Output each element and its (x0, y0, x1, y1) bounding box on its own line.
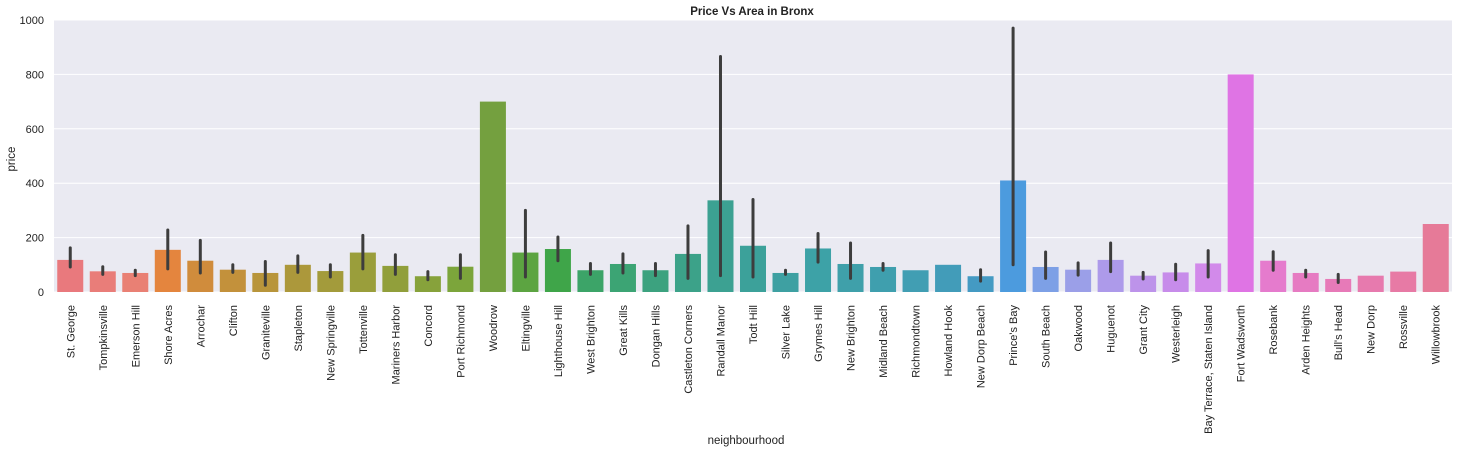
x-tick-label: Willowbrook (1431, 305, 1443, 365)
x-tick-label: Dongan Hills (650, 305, 662, 368)
x-tick-label: Tottenville (358, 305, 370, 354)
x-tick-label: Midland Beach (878, 305, 890, 378)
x-tick-label: Mariners Harbor (390, 305, 402, 385)
bar (1325, 278, 1352, 292)
x-tick-label: Arrochar (195, 305, 207, 348)
chart-title: Price Vs Area in Bronx (690, 6, 814, 18)
x-tick-label: Bull's Head (1333, 305, 1345, 360)
x-tick-label: Lighthouse Hill (553, 305, 565, 377)
y-tick-label: 1000 (20, 15, 44, 27)
error-bars (68, 26, 1340, 287)
y-tick-label: 600 (26, 124, 44, 136)
bar (902, 270, 929, 292)
x-tick-label: Howland Hook (943, 305, 955, 377)
x-tick-label: Silver Lake (781, 305, 793, 359)
x-tick-label: New Dorp (1366, 305, 1378, 354)
bar (479, 101, 506, 292)
x-tick-label: Grant City (1138, 305, 1150, 355)
x-tick-label: Castleton Corners (683, 305, 695, 394)
x-tick-label: Clifton (228, 305, 240, 336)
x-tick-label: Bay Terrace, Staten Island (1203, 305, 1215, 434)
y-axis-title: price (6, 147, 18, 172)
y-tick-labels: 0 200 400 600 800 1000 (20, 15, 44, 299)
x-tick-label: Fort Wadsworth (1236, 305, 1248, 382)
x-tick-label: Oakwood (1073, 305, 1085, 351)
bar (1422, 224, 1449, 292)
x-tick-label: Rossville (1398, 305, 1410, 349)
bar (642, 270, 669, 292)
bar (122, 272, 149, 292)
x-tick-label: Woodrow (488, 305, 500, 351)
bar (89, 271, 116, 292)
y-tick-label: 200 (26, 233, 44, 245)
bar (935, 264, 962, 292)
bar (967, 276, 994, 292)
x-tick-label: Richmondtown (911, 305, 923, 378)
x-tick-label: Port Richmond (455, 305, 467, 378)
x-tick-label: Todt Hill (748, 305, 760, 344)
x-axis-title: neighbourhood (708, 435, 785, 447)
x-tick-label: Emerson Hill (130, 305, 142, 367)
x-tick-label: Tompkinsville (98, 305, 110, 370)
y-tick-label: 0 (38, 287, 44, 299)
bar (1130, 275, 1157, 292)
x-tick-label: Arden Heights (1301, 305, 1313, 375)
x-tick-label: Huguenot (1106, 305, 1118, 353)
x-tick-label: Randall Manor (715, 305, 727, 377)
y-tick-label: 800 (26, 69, 44, 81)
bar (414, 276, 441, 292)
bar (577, 270, 604, 292)
x-tick-label: Eltingville (520, 305, 532, 351)
bar (219, 269, 246, 292)
bar (317, 271, 344, 292)
x-tick-labels: St. George Tompkinsville Emerson Hill Shore… (65, 305, 1442, 434)
bar (1357, 275, 1384, 292)
x-tick-label: West Brighton (585, 305, 597, 374)
bar (1292, 272, 1319, 292)
x-tick-label: Rosebank (1268, 305, 1280, 355)
x-tick-label: Westerleigh (1171, 305, 1183, 363)
bar (772, 272, 799, 292)
x-tick-label: Concord (423, 305, 435, 347)
x-tick-label: Great Kills (618, 305, 630, 356)
y-tick-label: 400 (26, 178, 44, 190)
x-tick-label: New Brighton (846, 305, 858, 371)
bar (1390, 271, 1417, 292)
x-tick-label: South Beach (1041, 305, 1053, 368)
x-tick-label: New Springville (325, 305, 337, 381)
bar (1227, 74, 1254, 293)
x-tick-label: Shore Acres (163, 305, 175, 365)
x-tick-label: Prince's Bay (1008, 305, 1020, 366)
x-tick-label: St. George (65, 305, 77, 358)
x-tick-label: Graniteville (260, 305, 272, 360)
x-tick-label: New Dorp Beach (976, 305, 988, 388)
x-tick-label: Stapleton (293, 305, 305, 351)
bar (1162, 272, 1189, 292)
bar (1065, 269, 1092, 292)
x-tick-label: Grymes Hill (813, 305, 825, 362)
